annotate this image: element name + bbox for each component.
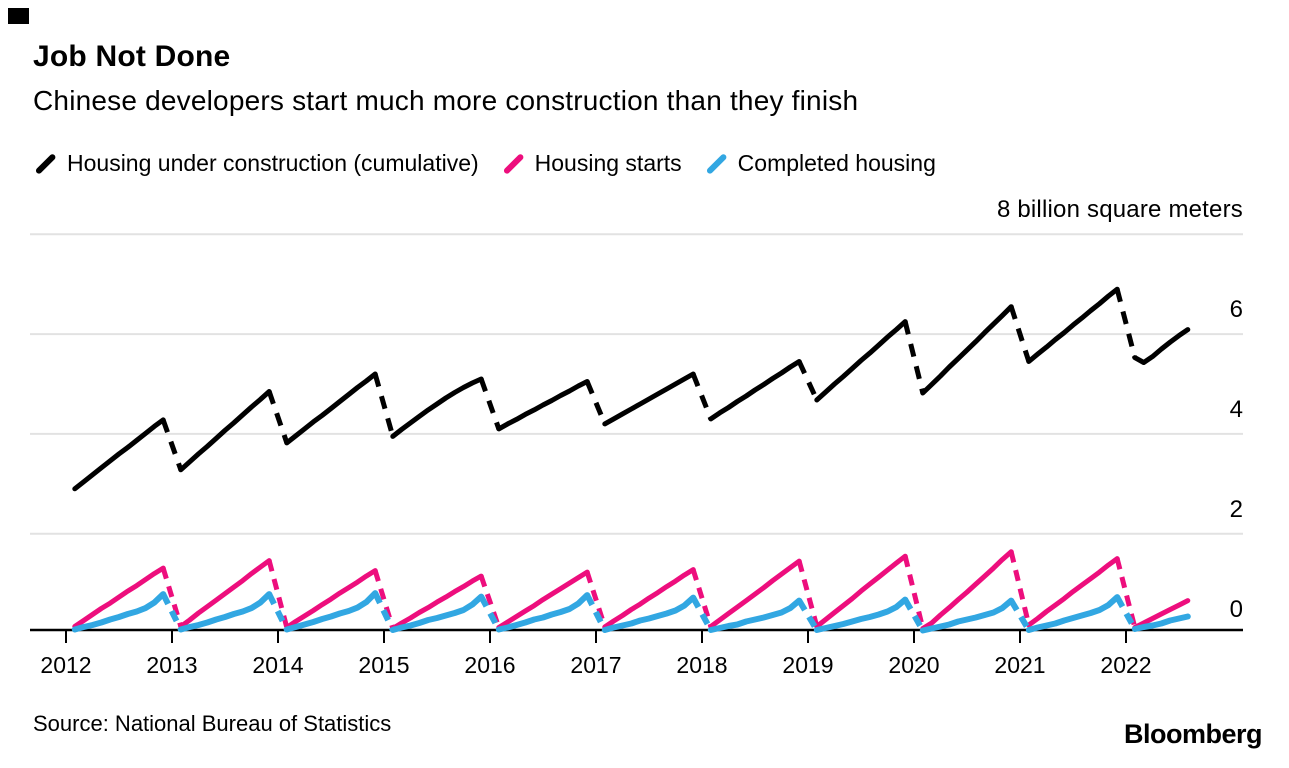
series-dashed-gap — [584, 380, 608, 425]
series-line — [920, 304, 1014, 396]
series-line — [283, 590, 379, 633]
series-dashed-gap — [796, 360, 820, 402]
series-line — [177, 591, 273, 633]
y-axis-label: 4 — [1229, 395, 1243, 423]
legend-label-under-construction: Housing under construction (cumulative) — [67, 150, 479, 176]
series-line — [72, 417, 166, 492]
y-axis-label: 6 — [1229, 296, 1243, 324]
series-dashed-gap — [796, 599, 820, 632]
y-axis-label: 2 — [1229, 495, 1243, 523]
series-dashed-gap — [902, 598, 926, 632]
x-axis-label: 2016 — [464, 652, 516, 678]
series-line — [178, 558, 272, 629]
y-axis-label: 0 — [1229, 595, 1243, 623]
legend-item-completed-housing: Completed housing — [704, 150, 936, 177]
x-axis-label: 2022 — [1100, 652, 1152, 678]
series-dashed-gap — [478, 595, 502, 631]
series-line — [71, 591, 167, 633]
x-axis-label: 2017 — [570, 652, 622, 678]
series-line — [602, 371, 696, 427]
series-line — [389, 593, 485, 633]
series-dashed-gap — [690, 596, 714, 632]
chart-subtitle: Chinese developers start much more const… — [33, 85, 859, 116]
x-axis-label: 2014 — [252, 652, 304, 678]
series-dashed-gap — [1008, 599, 1032, 632]
series-line — [814, 319, 908, 403]
series-dashed-gap — [902, 321, 926, 394]
x-axis-label: 2013 — [146, 652, 198, 678]
series-dashed-gap — [1114, 288, 1138, 359]
y-axis-unit-label: 8 billion square meters — [996, 196, 1243, 223]
series-line — [602, 567, 696, 630]
series-line — [920, 549, 1014, 631]
series-line — [178, 389, 272, 473]
series-dashed-gap — [372, 373, 396, 438]
series-dashed-gap — [584, 593, 608, 632]
series-dashed-gap — [1114, 595, 1138, 631]
series-dashed-gap — [902, 555, 926, 630]
legend-item-under-construction: Housing under construction (cumulative) — [33, 150, 479, 177]
series-dashed-gap — [1008, 551, 1032, 626]
series-line — [708, 359, 802, 422]
series-dashed-gap — [478, 378, 502, 430]
series-line — [601, 594, 697, 633]
legend-label-completed-housing: Completed housing — [737, 150, 936, 176]
x-axis-label: 2012 — [40, 652, 92, 678]
bloomberg-corner-square — [8, 8, 29, 24]
source-note: Source: National Bureau of Statistics — [33, 711, 392, 736]
series-line — [1026, 286, 1120, 364]
series-line — [1132, 598, 1191, 630]
series-dashed-gap — [1114, 558, 1138, 629]
series-dashed-gap — [160, 567, 184, 628]
series-line — [814, 553, 908, 629]
series-line — [919, 597, 1015, 634]
series-dashed-gap — [266, 592, 290, 631]
series-dashed-gap — [160, 419, 184, 471]
x-axis-label: 2021 — [994, 652, 1046, 678]
chart-title: Job Not Done — [33, 40, 231, 73]
series-dashed-gap — [690, 373, 714, 420]
series-dashed-gap — [372, 591, 396, 632]
series-dashed-gap — [372, 569, 396, 630]
series-dashed-gap — [266, 390, 290, 444]
legend: Housing under construction (cumulative) … — [33, 150, 936, 177]
series-line — [1132, 327, 1191, 365]
series-dashed-gap — [266, 560, 290, 629]
series-line — [708, 558, 802, 629]
series-line — [496, 379, 590, 432]
x-axis-label: 2015 — [358, 652, 410, 678]
series-dashed-gap — [690, 568, 714, 628]
series-line — [1131, 613, 1191, 632]
x-axis-label: 2019 — [782, 652, 834, 678]
series-dashed-gap — [796, 560, 820, 628]
legend-label-housing-starts: Housing starts — [534, 150, 682, 176]
series-line — [1026, 556, 1120, 628]
series-line — [390, 573, 484, 631]
x-axis-label: 2020 — [888, 652, 940, 678]
series-line — [495, 592, 591, 633]
series-line — [813, 596, 909, 633]
series-line — [284, 371, 378, 446]
series-line — [72, 565, 166, 629]
series-dashed-gap — [1008, 305, 1032, 363]
series-line — [707, 597, 803, 633]
legend-item-housing-starts: Housing starts — [501, 150, 682, 177]
series-line — [496, 569, 590, 630]
bloomberg-logo: Bloomberg — [1123, 719, 1263, 749]
series-line — [1025, 594, 1121, 633]
x-axis-label: 2018 — [676, 652, 728, 678]
series-line — [284, 568, 378, 630]
series-line — [390, 376, 484, 439]
series-dashed-gap — [160, 592, 184, 631]
